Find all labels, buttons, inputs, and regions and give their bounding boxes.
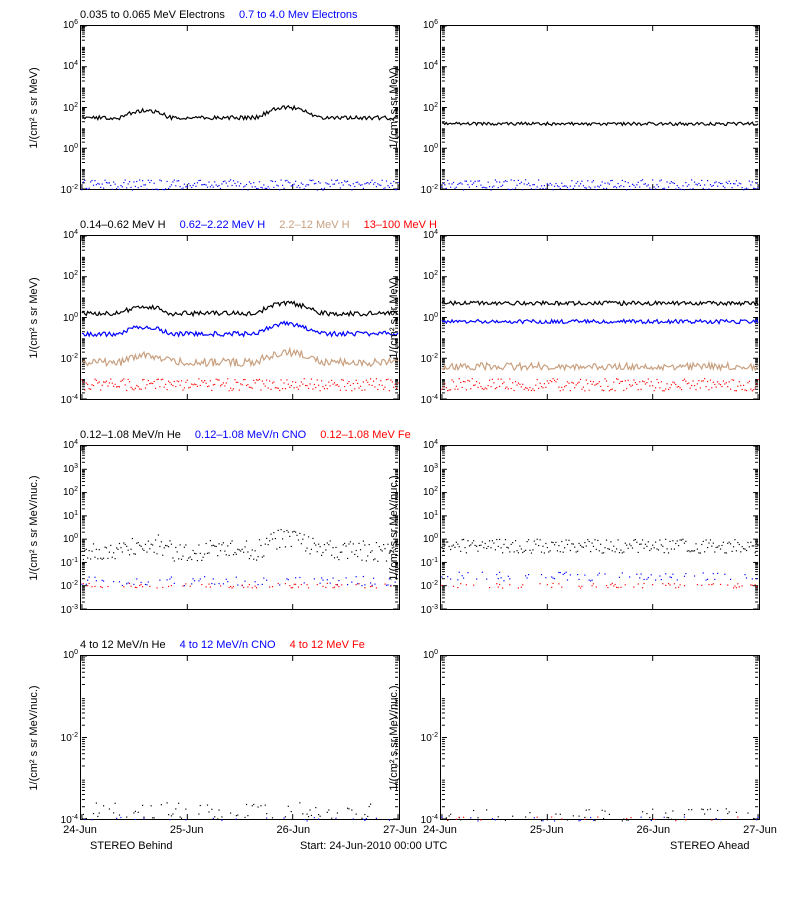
xtick-label: 25-Jun [170, 824, 204, 836]
ytick-label: 102 [48, 486, 78, 498]
ytick-label: 10-3 [408, 604, 438, 616]
row-0-titles: 0.035 to 0.065 MeV Electrons 0.7 to 4.0 M… [80, 9, 372, 21]
series-title: 0.035 to 0.065 MeV Electrons [80, 9, 225, 21]
figure-root: 0.035 to 0.065 MeV Electrons 0.7 to 4.0 M… [0, 0, 800, 900]
xtick-label: 27-Jun [743, 824, 777, 836]
ytick-label: 100 [408, 143, 438, 155]
ytick-label: 10-1 [48, 557, 78, 569]
label-stereo-ahead: STEREO Ahead [670, 840, 750, 852]
series-title: 0.14–0.62 MeV H [80, 219, 166, 231]
series-title: 4 to 12 MeV Fe [290, 639, 365, 651]
row-2-titles: 0.12–1.08 MeV/n He 0.12–1.08 MeV/n CNO 0.1… [80, 429, 425, 441]
ytick-label: 103 [48, 462, 78, 474]
ytick-label: 104 [48, 60, 78, 72]
panel-row0-right [440, 25, 760, 190]
panel-row3-right [440, 655, 760, 820]
ytick-label: 104 [408, 60, 438, 72]
ytick-label: 104 [408, 229, 438, 241]
panel-row2-left [80, 445, 400, 610]
ytick-label: 102 [408, 270, 438, 282]
ytick-label: 102 [48, 270, 78, 282]
ytick-label: 10-4 [48, 394, 78, 406]
series-title: 4 to 12 MeV/n He [80, 639, 166, 651]
label-stereo-behind: STEREO Behind [90, 840, 173, 852]
ytick-label: 104 [48, 229, 78, 241]
ytick-label: 100 [408, 311, 438, 323]
panel-row0-left [80, 25, 400, 190]
ytick-label: 10-2 [408, 184, 438, 196]
ytick-label: 103 [408, 462, 438, 474]
ytick-label: 100 [48, 311, 78, 323]
label-start-time: Start: 24-Jun-2010 00:00 UTC [300, 840, 447, 852]
xtick-label: 26-Jun [277, 824, 311, 836]
row-3-titles: 4 to 12 MeV/n He 4 to 12 MeV/n CNO 4 to 12… [80, 639, 379, 651]
series-title: 0.12–1.08 MeV/n CNO [195, 429, 306, 441]
ytick-label: 106 [48, 19, 78, 31]
ytick-label: 104 [408, 439, 438, 451]
series-title: 0.12–1.08 MeV Fe [320, 429, 411, 441]
ytick-label: 102 [408, 486, 438, 498]
ytick-label: 100 [408, 649, 438, 661]
ytick-label: 10-2 [48, 353, 78, 365]
series-title: 0.12–1.08 MeV/n He [80, 429, 181, 441]
ytick-label: 104 [48, 439, 78, 451]
ytick-label: 101 [408, 510, 438, 522]
panel-row1-left [80, 235, 400, 400]
panel-row2-right [440, 445, 760, 610]
ytick-label: 10-2 [408, 731, 438, 743]
ytick-label: 10-2 [408, 580, 438, 592]
ytick-label: 10-4 [408, 394, 438, 406]
xtick-label: 26-Jun [637, 824, 671, 836]
xtick-label: 24-Jun [423, 824, 457, 836]
ytick-label: 100 [48, 533, 78, 545]
ytick-label: 10-2 [48, 184, 78, 196]
series-title: 0.7 to 4.0 Mev Electrons [239, 9, 358, 21]
ytick-label: 106 [408, 19, 438, 31]
ytick-label: 102 [408, 101, 438, 113]
series-title: 4 to 12 MeV/n CNO [180, 639, 276, 651]
ytick-label: 10-2 [408, 353, 438, 365]
ytick-label: 101 [48, 510, 78, 522]
series-title: 2.2–12 MeV H [279, 219, 349, 231]
ytick-label: 10-2 [48, 731, 78, 743]
ytick-label: 10-1 [408, 557, 438, 569]
ytick-label: 10-3 [48, 604, 78, 616]
panel-row3-left [80, 655, 400, 820]
ytick-label: 100 [48, 649, 78, 661]
ytick-label: 100 [408, 533, 438, 545]
ytick-label: 102 [48, 101, 78, 113]
xtick-label: 24-Jun [63, 824, 97, 836]
panel-row1-right [440, 235, 760, 400]
ytick-label: 10-2 [48, 580, 78, 592]
series-title: 0.62–2.22 MeV H [180, 219, 266, 231]
xtick-label: 25-Jun [530, 824, 564, 836]
ytick-label: 100 [48, 143, 78, 155]
row-1-titles: 0.14–0.62 MeV H 0.62–2.22 MeV H 2.2–12 MeV… [80, 219, 451, 231]
